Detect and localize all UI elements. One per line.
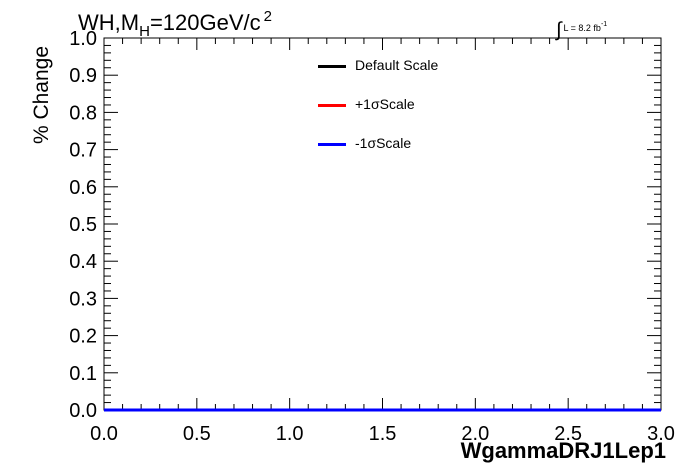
legend-label-default: Default Scale — [355, 57, 439, 73]
x-tick-label: 3.0 — [647, 423, 675, 445]
legend-item-plus1sigma: +1σScale — [318, 95, 468, 134]
x-axis-label: WgammaDRJ1Lep1 — [460, 438, 666, 463]
y-tick-label: 0.7 — [69, 140, 97, 162]
x-tick-label: 0.5 — [183, 423, 211, 445]
legend: Default Scale +1σScale -1σScale — [318, 56, 468, 173]
title-subscript: H — [139, 23, 150, 40]
axis-tick-labels: 0.0 0.5 1.0 1.5 2.0 2.5 3.0 0.0 0.1 0.2 0.3 0.4 0.5 0… — [69, 28, 675, 445]
integral-symbol: ∫ — [556, 19, 562, 41]
y-axis-label: % Change — [30, 45, 53, 145]
y-tick-label: 0.1 — [69, 363, 97, 385]
y-tick-label: 1.0 — [69, 28, 97, 50]
y-tick-label: 0.5 — [69, 214, 97, 236]
title-main-text: WH,M — [78, 10, 140, 35]
y-tick-label: 0.9 — [69, 65, 97, 87]
luminosity-text: L = 8.2 fb — [563, 23, 601, 33]
title-rest-text: =120GeV/c — [149, 10, 261, 35]
legend-label-plus1sigma: +1σScale — [355, 96, 415, 112]
legend-label-minus1sigma: -1σScale — [355, 135, 412, 151]
luminosity-label: ∫ L = 8.2 fb-1 — [556, 14, 608, 41]
legend-item-default: Default Scale — [318, 56, 468, 95]
y-tick-label: 0.3 — [69, 288, 97, 310]
legend-item-minus1sigma: -1σScale — [318, 134, 468, 173]
y-tick-label: 0.8 — [69, 102, 97, 124]
y-tick-label: 0.2 — [69, 326, 97, 348]
y-tick-label: 0.4 — [69, 251, 97, 273]
title-superscript: 2 — [263, 8, 272, 25]
y-tick-label: 0.0 — [69, 400, 97, 422]
x-tick-label: 2.5 — [554, 423, 582, 445]
luminosity-unit-exponent: -1 — [600, 21, 608, 28]
legend-swatch-minus1sigma — [318, 143, 346, 146]
x-tick-label: 0.0 — [90, 423, 118, 445]
y-tick-label: 0.6 — [69, 177, 97, 199]
legend-swatch-plus1sigma — [318, 104, 346, 107]
axis-ticks — [103, 37, 662, 411]
x-tick-label: 1.0 — [276, 423, 304, 445]
x-tick-label: 1.5 — [369, 423, 397, 445]
chart-title: WH,MH=120GeV/c 2 — [78, 8, 272, 40]
x-tick-label: 2.0 — [461, 423, 489, 445]
legend-swatch-default — [318, 65, 346, 68]
